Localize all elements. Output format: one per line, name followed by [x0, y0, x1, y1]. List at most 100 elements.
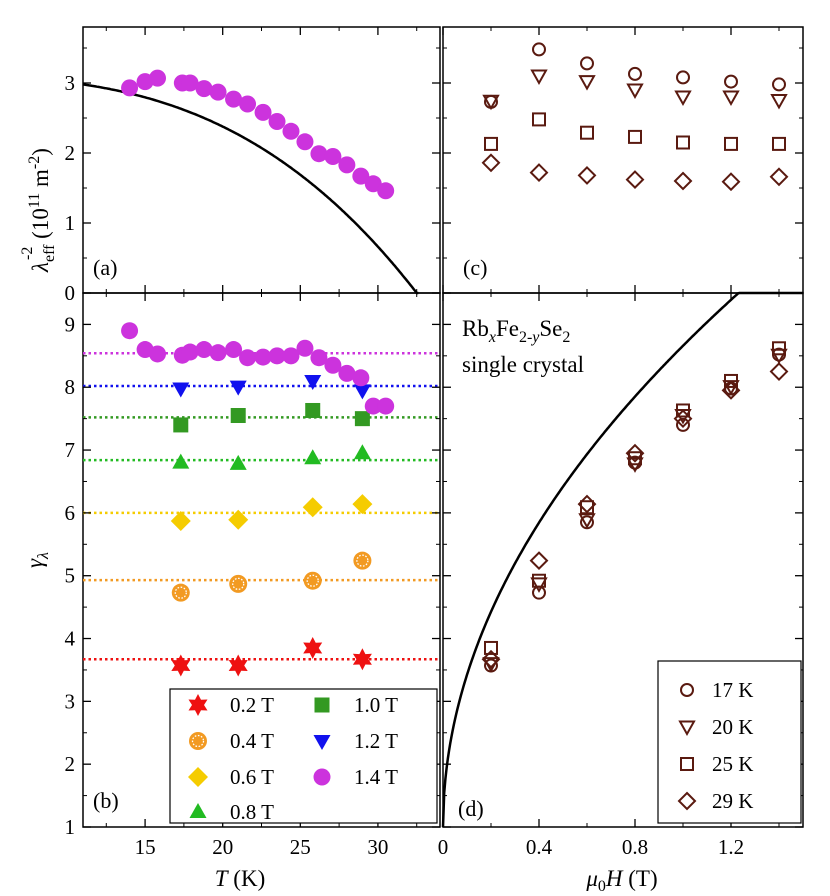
y-tick-label: 1	[65, 211, 76, 235]
y-tick-label: 2	[65, 141, 76, 165]
annot-fe: Fe	[496, 316, 519, 341]
point-b	[282, 347, 300, 365]
legend-d-label: 25 K	[712, 752, 753, 776]
point-b	[352, 648, 372, 671]
x-label-d-H: H	[605, 866, 624, 891]
point-c	[673, 171, 693, 191]
point-a	[239, 95, 257, 113]
point-c	[724, 74, 738, 89]
point-c	[481, 153, 501, 173]
point-b	[310, 349, 328, 367]
panel-a-label: (a)	[93, 255, 117, 280]
point-b	[181, 343, 199, 361]
y-axis-label-a-superscript: -2	[19, 247, 36, 260]
point-d	[578, 513, 596, 529]
legend-b-label: 1.4 T	[354, 765, 398, 789]
point-d	[532, 573, 546, 588]
point-a	[149, 69, 167, 87]
point-c	[580, 56, 594, 71]
sample-annotation-line2: single crystal	[462, 352, 584, 377]
point-b-ring	[232, 577, 245, 591]
point-b	[268, 347, 286, 365]
y-tick-label: 4	[65, 627, 76, 651]
point-d	[769, 362, 789, 381]
point-c	[722, 90, 740, 107]
legend-layer: 0.2 T 0.4 T 0.6 T 0.8 T 1.0 T 1.2 T 1.4 T 17 K 2…	[188, 678, 753, 824]
point-c	[674, 90, 692, 107]
y-tick-label: 6	[65, 501, 76, 525]
legend-b-label: 1.0 T	[354, 693, 398, 717]
x-tick-label: 0	[438, 835, 449, 859]
panel-d-label: (d)	[458, 796, 484, 821]
legend-d-label: 17 K	[712, 678, 753, 702]
point-c	[724, 136, 738, 151]
legend-b-marker-ring	[191, 734, 205, 748]
y-tick-label: 1	[65, 815, 76, 839]
legend-b-label: 0.6 T	[230, 765, 274, 789]
legend-b-marker	[188, 767, 208, 787]
point-b	[303, 571, 322, 590]
legend-b-marker	[189, 803, 207, 818]
legend-d-marker	[680, 683, 694, 697]
point-d	[529, 551, 549, 571]
point-a	[195, 80, 213, 98]
point-b	[296, 339, 314, 357]
point-c	[628, 66, 642, 81]
point-c	[772, 136, 786, 151]
x-tick-label: 0.4	[526, 835, 553, 859]
legend-b-marker	[313, 768, 331, 786]
reference-lines-layer	[83, 352, 440, 661]
point-d	[484, 640, 498, 655]
point-a	[225, 90, 243, 108]
point-b	[171, 654, 191, 677]
x-tick-label: 1.2	[718, 835, 744, 859]
y-label-a-unit: m	[28, 169, 53, 193]
point-b-fill	[171, 583, 190, 602]
point-a	[364, 175, 382, 193]
point-b	[304, 374, 322, 390]
point-b-fill	[303, 571, 322, 590]
legend-d-marker	[678, 720, 696, 737]
point-b	[377, 397, 395, 415]
x-label-d-mu: μ	[585, 866, 598, 891]
x-label-d-unit: (T)	[623, 866, 658, 891]
x-label-d-sub: 0	[598, 878, 606, 895]
point-b	[354, 411, 370, 427]
point-b	[149, 345, 167, 363]
x-axis-label-d: μ0H (T)	[585, 866, 657, 895]
point-d	[772, 341, 786, 356]
annot-x: x	[488, 329, 496, 346]
point-c	[769, 167, 789, 187]
point-c	[577, 165, 597, 185]
point-d	[481, 649, 501, 669]
point-b	[229, 454, 247, 470]
point-c	[676, 135, 690, 150]
legend-b-label: 0.8 T	[230, 800, 274, 824]
x-label-b-unit: (K)	[228, 866, 266, 891]
point-a	[296, 133, 314, 151]
y-label-a-unit-exp: -2	[26, 156, 43, 169]
point-d	[676, 417, 690, 432]
point-b	[353, 384, 371, 400]
point-a	[254, 103, 272, 121]
x-axis-label-b: T (K)	[215, 866, 265, 891]
y-label-a-exp: 11	[26, 193, 43, 208]
data-points-layer	[121, 42, 789, 677]
point-a	[268, 113, 286, 130]
point-a	[324, 148, 342, 165]
point-d	[625, 443, 645, 463]
y-tick-label: 0	[65, 281, 76, 305]
point-b	[254, 348, 272, 366]
annot-se: Se	[539, 316, 562, 341]
point-b	[171, 583, 190, 602]
point-b	[121, 322, 139, 340]
y-axis-label-b: γλ	[22, 552, 52, 568]
x-label-b-T: T	[215, 866, 230, 891]
y-tick-label: 9	[65, 312, 76, 336]
ticks-layer: 0 1 2 3 1 2 3 4 5 6 7 8 9 15 20 25 30 0 0.4 0.8 1.2	[65, 27, 803, 859]
y-label-a-sub: eff	[41, 244, 58, 262]
panel-a-frame	[82, 26, 441, 294]
y-label-a-rest: (10	[28, 208, 53, 244]
point-c	[532, 42, 546, 57]
x-tick-label: 20	[212, 835, 233, 859]
